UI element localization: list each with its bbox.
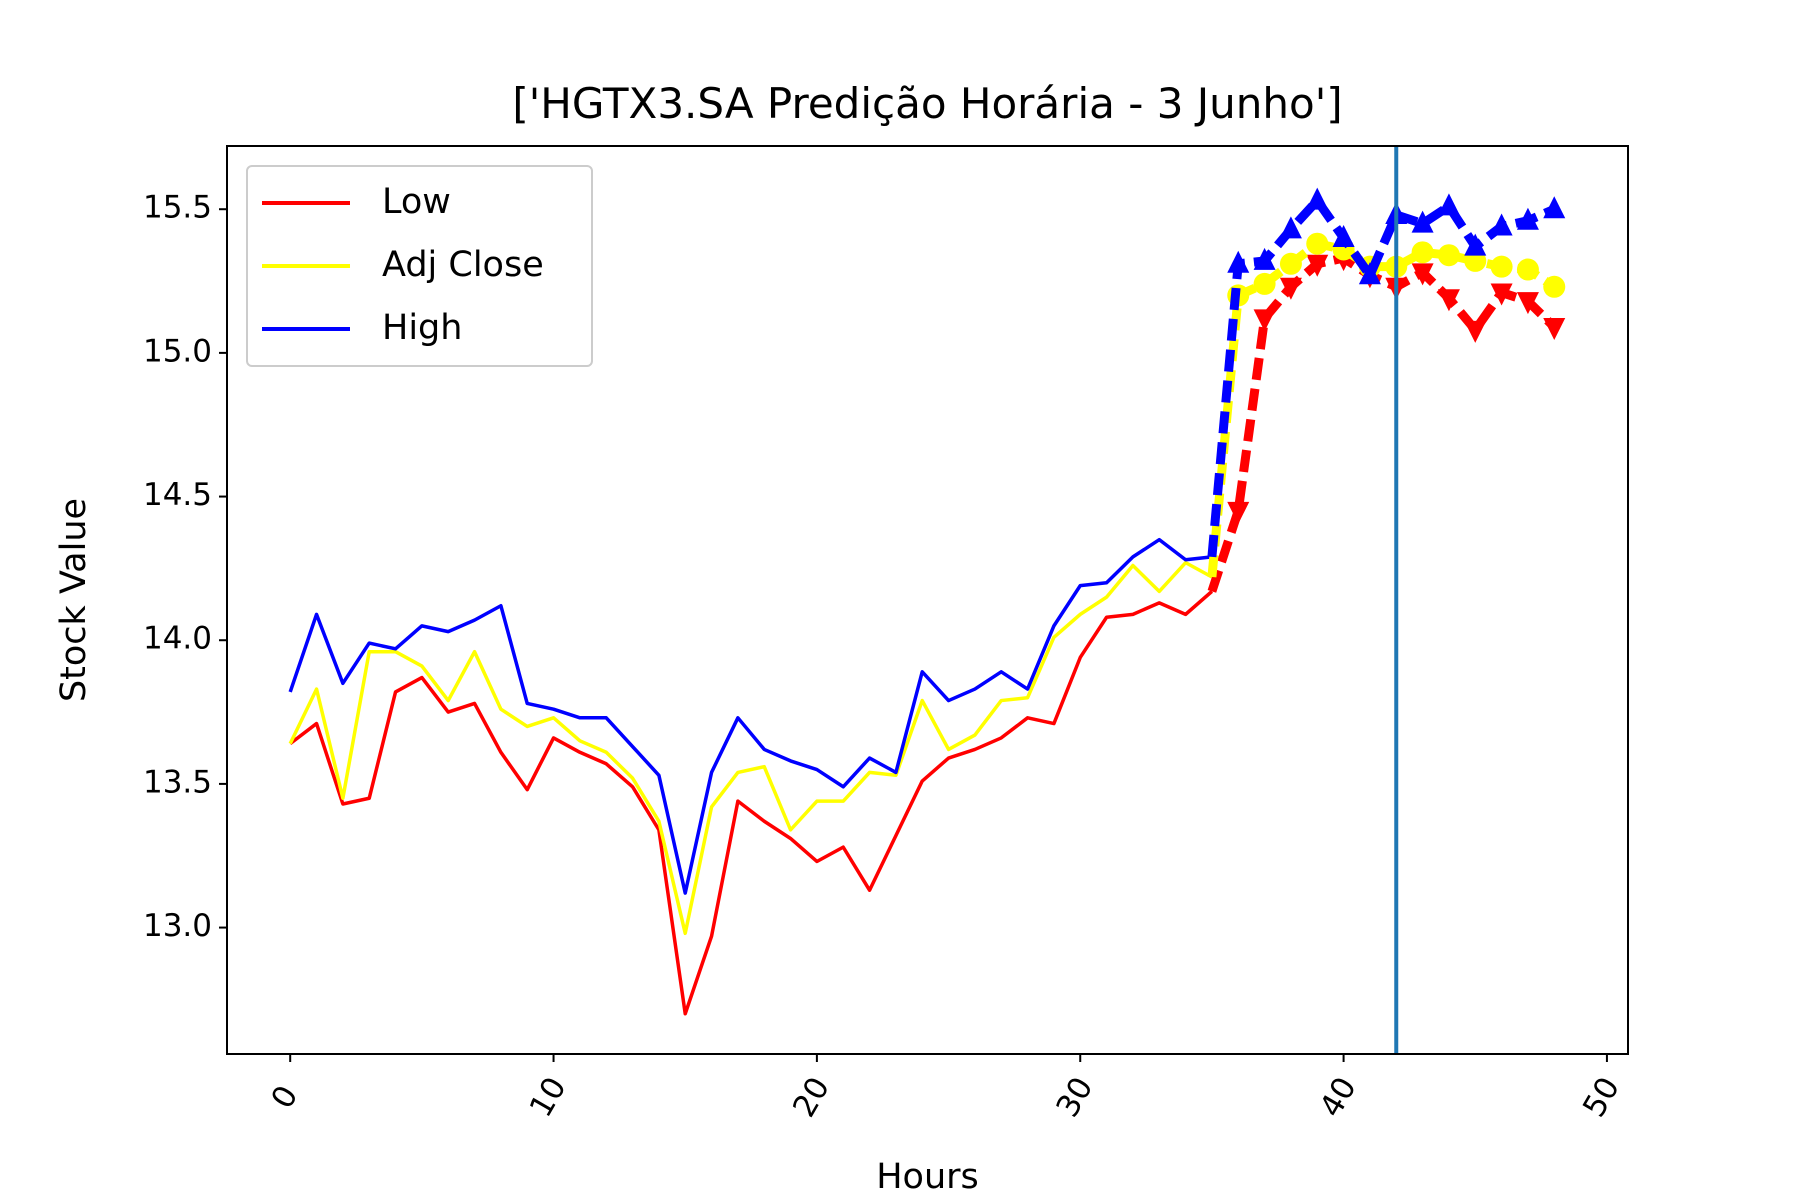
point-prediction-triangle-down-3-9	[1437, 289, 1460, 312]
point-prediction-triangle-down-3-10	[1464, 320, 1487, 343]
point-prediction-triangle-up-5-13	[1543, 196, 1566, 219]
y-tick-label-15: 15.0	[143, 333, 212, 369]
point-prediction-triangle-down-3-13	[1543, 318, 1566, 341]
point-prediction-triangle-down-3-8	[1411, 263, 1434, 286]
x-tick-label-0: 0	[264, 1080, 305, 1115]
point-prediction-triangle-down-3-11	[1490, 283, 1513, 306]
y-tick-label-14: 14.0	[143, 621, 212, 657]
legend-label-adj-close: Adj Close	[382, 245, 544, 285]
series-line-adj-close-1	[288, 560, 1213, 936]
x-tick-label-50: 50	[1576, 1071, 1627, 1123]
point-prediction-triangle-up-5-5	[1332, 224, 1355, 247]
point-prediction-triangle-up-5-10	[1464, 233, 1487, 256]
series-layer	[288, 187, 1566, 1016]
point-prediction-triangle-up-5-1	[1227, 250, 1250, 273]
legend-label-low: Low	[382, 182, 451, 222]
point-prediction-circle-4-4	[1306, 232, 1329, 255]
x-axis-ticks: 0 10 20 30 40 50	[264, 1054, 1627, 1123]
y-axis-ticks: 13.0 13.5 14.0 14.5 15.0 15.5	[143, 190, 227, 944]
point-prediction-circle-4-13	[1543, 275, 1566, 298]
point-prediction-triangle-up-5-6	[1358, 262, 1381, 285]
point-prediction-triangle-down-3-3	[1279, 277, 1302, 300]
legend: Low Adj Close High	[246, 165, 593, 367]
point-prediction-circle-4-2	[1253, 272, 1276, 295]
x-axis-label: Hours	[876, 1157, 979, 1197]
y-tick-label-13-5: 13.5	[143, 764, 212, 800]
point-prediction-triangle-up-5-12	[1516, 207, 1539, 230]
point-prediction-triangle-down-3-4	[1306, 254, 1329, 277]
point-prediction-circle-4-8	[1411, 241, 1434, 264]
point-prediction-triangle-up-5-8	[1411, 210, 1434, 233]
point-prediction-triangle-up-5-9	[1437, 193, 1460, 216]
point-prediction-triangle-up-5-11	[1490, 213, 1513, 236]
point-prediction-triangle-up-5-2	[1253, 247, 1276, 270]
series-line-prediction-triangle-down-3	[1207, 253, 1558, 593]
plot-frame	[226, 145, 1629, 1055]
point-prediction-circle-4-9	[1437, 244, 1460, 267]
y-tick-label-13: 13.0	[143, 908, 212, 944]
x-tick-label-40: 40	[1313, 1071, 1364, 1123]
point-prediction-triangle-up-5-4	[1306, 187, 1329, 210]
y-tick-label-15-5: 15.5	[143, 190, 212, 226]
series-line-high-2	[288, 537, 1213, 895]
point-prediction-circle-4-11	[1490, 255, 1513, 278]
x-tick-label-30: 30	[1049, 1071, 1100, 1123]
series-line-low-0	[289, 590, 1214, 1016]
x-tick-label-10: 10	[523, 1071, 574, 1123]
x-tick-label-20: 20	[786, 1071, 837, 1123]
legend-label-high: High	[382, 308, 462, 348]
point-prediction-triangle-down-3-2	[1253, 309, 1276, 332]
point-prediction-circle-4-3	[1279, 252, 1302, 275]
point-prediction-triangle-up-5-3	[1279, 216, 1302, 239]
point-prediction-circle-4-12	[1516, 258, 1539, 281]
point-prediction-triangle-down-3-12	[1516, 292, 1539, 315]
chart-title: ['HGTX3.SA Predição Horária - 3 Junho']	[512, 79, 1342, 128]
y-tick-label-14-5: 14.5	[143, 477, 212, 513]
point-prediction-triangle-down-3-1	[1227, 501, 1250, 524]
legend-box	[246, 165, 593, 367]
y-axis-label: Stock Value	[54, 498, 94, 702]
